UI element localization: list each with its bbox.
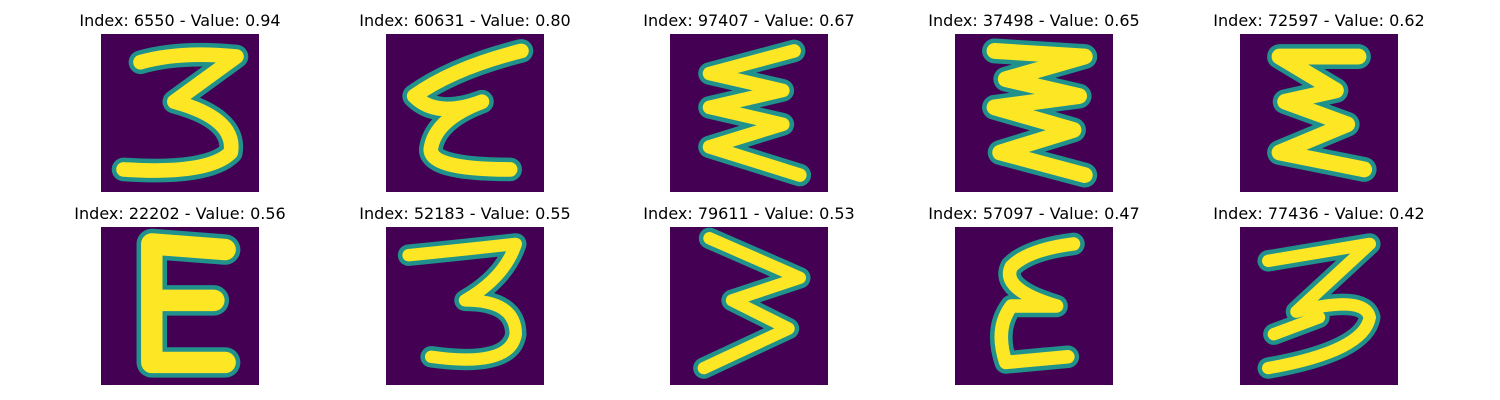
panel: Index: 6550 - Value: 0.94: [50, 12, 310, 202]
digit-image: [101, 34, 259, 192]
panel-title: Index: 77436 - Value: 0.42: [1213, 204, 1425, 223]
panel-title: Index: 57097 - Value: 0.47: [928, 204, 1140, 223]
panel-title: Index: 37498 - Value: 0.65: [928, 11, 1140, 30]
panel: Index: 57097 - Value: 0.47: [904, 205, 1164, 395]
panel: Index: 37498 - Value: 0.65: [904, 12, 1164, 202]
digit-glyph-epsilon: [386, 34, 544, 192]
digit-image: [386, 34, 544, 192]
digit-glyph-epsilon: [1240, 34, 1398, 192]
digit-glyph-zigzag: [955, 34, 1113, 192]
panel-title: Index: 6550 - Value: 0.94: [79, 11, 281, 30]
panel-title: Index: 60631 - Value: 0.80: [359, 11, 571, 30]
panel-title: Index: 72597 - Value: 0.62: [1213, 11, 1425, 30]
panel-title: Index: 79611 - Value: 0.53: [643, 204, 855, 223]
digit-glyph-3: [386, 227, 544, 385]
digit-glyph-zigzag: [670, 34, 828, 192]
panel-title: Index: 52183 - Value: 0.55: [359, 204, 571, 223]
digit-image: [386, 227, 544, 385]
panel: Index: 60631 - Value: 0.80: [335, 12, 595, 202]
digit-image: [670, 227, 828, 385]
digit-glyph-E: [101, 227, 259, 385]
panel: Index: 22202 - Value: 0.56: [50, 205, 310, 395]
digit-image: [670, 34, 828, 192]
digit-glyph-3: [1240, 227, 1398, 385]
panel: Index: 72597 - Value: 0.62: [1189, 12, 1449, 202]
digit-image: [955, 227, 1113, 385]
panel-title: Index: 97407 - Value: 0.67: [643, 11, 855, 30]
panel: Index: 77436 - Value: 0.42: [1189, 205, 1449, 395]
panel: Index: 79611 - Value: 0.53: [619, 205, 879, 395]
digit-image: [1240, 34, 1398, 192]
panel: Index: 97407 - Value: 0.67: [619, 12, 879, 202]
digit-glyph-3: [101, 34, 259, 192]
panel-title: Index: 22202 - Value: 0.56: [74, 204, 286, 223]
digit-image: [955, 34, 1113, 192]
digit-glyph-epsilon: [955, 227, 1113, 385]
digit-glyph-3-rotated: [670, 227, 828, 385]
digit-image: [101, 227, 259, 385]
digit-image: [1240, 227, 1398, 385]
panel: Index: 52183 - Value: 0.55: [335, 205, 595, 395]
